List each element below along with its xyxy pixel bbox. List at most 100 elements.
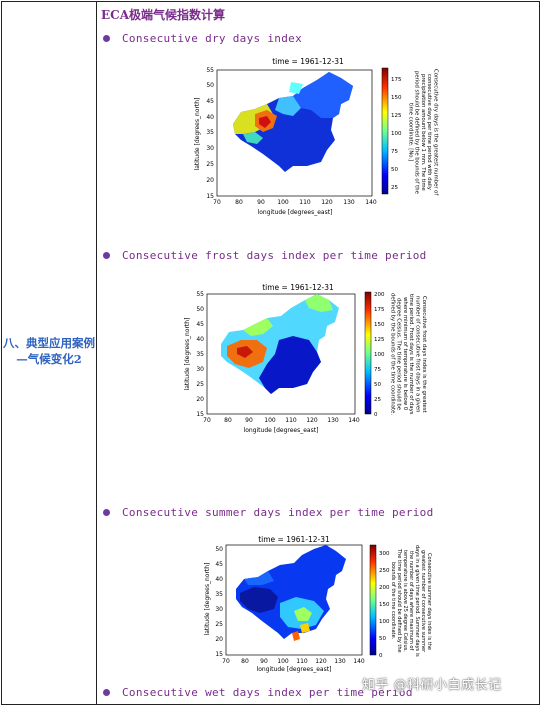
y-tick: 50 bbox=[215, 546, 223, 553]
colorbar-tick: 100 bbox=[391, 131, 402, 137]
map-region-plateau bbox=[240, 587, 278, 613]
y-tick: 25 bbox=[196, 381, 204, 388]
x-tick-labels: 70 80 90 100 110 120 130 140 bbox=[203, 417, 360, 424]
plot-title: time = 1961-12-31 bbox=[258, 535, 330, 544]
colorbar-tick: 100 bbox=[374, 352, 385, 358]
y-tick: 40 bbox=[206, 114, 214, 121]
map-figure: time = 1961-12-31 70 80 90 100 110 120 1… bbox=[194, 57, 439, 216]
x-tick: 100 bbox=[277, 658, 289, 665]
colorbar-tick: 150 bbox=[391, 95, 402, 101]
colorbar bbox=[364, 291, 372, 415]
x-tick: 130 bbox=[334, 658, 346, 665]
watermark: 知乎 @科研小白成长记 bbox=[362, 678, 502, 693]
colorbar-tick: 50 bbox=[379, 636, 386, 642]
x-tick: 140 bbox=[348, 417, 360, 424]
colorbar-tick: 200 bbox=[374, 292, 385, 298]
map-figure: time = 1961-12-31 70 80 90 100 110 120 1… bbox=[204, 535, 432, 673]
y-tick: 35 bbox=[215, 591, 223, 598]
x-tick: 70 bbox=[222, 658, 230, 665]
map-region-southeast bbox=[294, 607, 312, 621]
plot-frost-days: time = 1961-12-31 70 80 90 100 110 120 1… bbox=[183, 280, 473, 440]
y-tick: 35 bbox=[206, 129, 214, 136]
item-label-summer-days: Consecutive summer days index per time p… bbox=[122, 506, 434, 519]
colorbar-label-box: Consecutive summer days index is the gre… bbox=[390, 545, 432, 657]
y-tick: 15 bbox=[206, 193, 214, 200]
bullet-icon bbox=[103, 509, 110, 516]
x-tick: 140 bbox=[365, 199, 377, 206]
y-axis-label: latitude [degrees_north] bbox=[204, 563, 211, 636]
y-tick: 25 bbox=[215, 621, 223, 628]
bullet-icon bbox=[103, 689, 110, 696]
x-tick: 130 bbox=[343, 199, 355, 206]
y-axis-label: latitude [degrees_north] bbox=[194, 98, 201, 171]
y-tick-labels: 50 45 40 35 30 25 20 15 bbox=[215, 546, 223, 658]
colorbar-tick: 25 bbox=[374, 397, 381, 403]
item-label-frost-days: Consecutive frost days index per time pe… bbox=[122, 249, 427, 262]
y-tick: 55 bbox=[206, 67, 214, 74]
map-region-hotspot bbox=[300, 623, 310, 633]
colorbar bbox=[381, 67, 389, 195]
y-tick-labels: 55 50 45 40 35 30 25 20 15 bbox=[206, 67, 214, 200]
x-axis-label: longitude [degrees_east] bbox=[244, 427, 319, 434]
plot-title: time = 1961-12-31 bbox=[262, 283, 334, 292]
item-label-wet-days: Consecutive wet days index per time peri… bbox=[122, 686, 413, 699]
y-tick: 40 bbox=[215, 576, 223, 583]
y-tick: 30 bbox=[196, 366, 204, 373]
colorbar-tick: 75 bbox=[391, 149, 398, 155]
x-tick: 100 bbox=[277, 199, 289, 206]
item-label-dry-days: Consecutive dry days index bbox=[122, 32, 302, 45]
colorbar-ticks: 300 250 200 150 100 50 0 bbox=[379, 551, 390, 659]
x-axis-label: longitude [degrees_east] bbox=[257, 666, 332, 673]
y-tick: 30 bbox=[215, 606, 223, 613]
map-region-max bbox=[259, 116, 271, 128]
map-figure: time = 1961-12-31 70 80 90 100 110 120 1… bbox=[184, 283, 427, 434]
colorbar-ticks: 200 175 150 125 100 75 50 25 0 bbox=[374, 292, 385, 418]
colorbar-tick: 125 bbox=[391, 113, 402, 119]
y-tick: 45 bbox=[215, 561, 223, 568]
colorbar-tick: 0 bbox=[379, 653, 383, 659]
colorbar-label: Consecutive summer days index is the gre… bbox=[390, 545, 432, 657]
plot-summer-days: time = 1961-12-31 70 80 90 100 110 120 1… bbox=[204, 533, 484, 673]
x-tick: 140 bbox=[353, 658, 365, 665]
colorbar-tick: 100 bbox=[379, 619, 390, 625]
x-tick-labels: 70 80 90 100 110 120 130 140 bbox=[222, 658, 365, 665]
y-tick: 45 bbox=[206, 98, 214, 105]
colorbar-tick: 0 bbox=[374, 412, 378, 418]
y-tick: 45 bbox=[196, 321, 204, 328]
colorbar-tick: 175 bbox=[391, 77, 402, 83]
bullet-icon bbox=[103, 252, 110, 259]
x-tick: 90 bbox=[257, 199, 265, 206]
column-divider bbox=[96, 1, 97, 705]
x-tick: 80 bbox=[224, 417, 232, 424]
x-tick: 110 bbox=[296, 658, 308, 665]
colorbar-ticks: 175 150 125 100 75 50 25 bbox=[391, 77, 402, 191]
colorbar-tick: 300 bbox=[379, 551, 390, 557]
y-tick-labels: 55 50 45 40 35 30 25 20 15 bbox=[196, 291, 204, 418]
x-tick: 120 bbox=[315, 658, 327, 665]
y-tick: 35 bbox=[196, 351, 204, 358]
x-tick-labels: 70 80 90 100 110 120 130 140 bbox=[213, 199, 377, 206]
colorbar-label-box: Consecutive frost days index is the grea… bbox=[389, 293, 426, 415]
bullet-icon bbox=[103, 35, 110, 42]
map-region-max bbox=[237, 346, 253, 358]
colorbar-label: Consecutive dry days is the greatest num… bbox=[407, 68, 439, 196]
x-tick: 80 bbox=[241, 658, 249, 665]
case-label: 八、典型应用案例—气候变化2 bbox=[3, 336, 95, 366]
y-tick: 15 bbox=[215, 651, 223, 658]
y-tick: 20 bbox=[215, 636, 223, 643]
plot-title: time = 1961-12-31 bbox=[272, 57, 344, 66]
x-tick: 120 bbox=[321, 199, 333, 206]
map-region-southwest bbox=[243, 132, 263, 144]
y-tick: 15 bbox=[196, 411, 204, 418]
colorbar-tick: 50 bbox=[391, 167, 398, 173]
x-axis-label: longitude [degrees_east] bbox=[258, 209, 333, 216]
colorbar-tick: 150 bbox=[374, 322, 385, 328]
x-tick: 70 bbox=[213, 199, 221, 206]
x-tick: 90 bbox=[260, 658, 268, 665]
section-title: ECA极端气候指数计算 bbox=[101, 8, 226, 22]
colorbar-label-box: Consecutive dry days is the greatest num… bbox=[407, 68, 439, 196]
x-tick: 100 bbox=[264, 417, 276, 424]
x-tick: 120 bbox=[306, 417, 318, 424]
colorbar bbox=[369, 544, 377, 656]
x-tick: 80 bbox=[235, 199, 243, 206]
